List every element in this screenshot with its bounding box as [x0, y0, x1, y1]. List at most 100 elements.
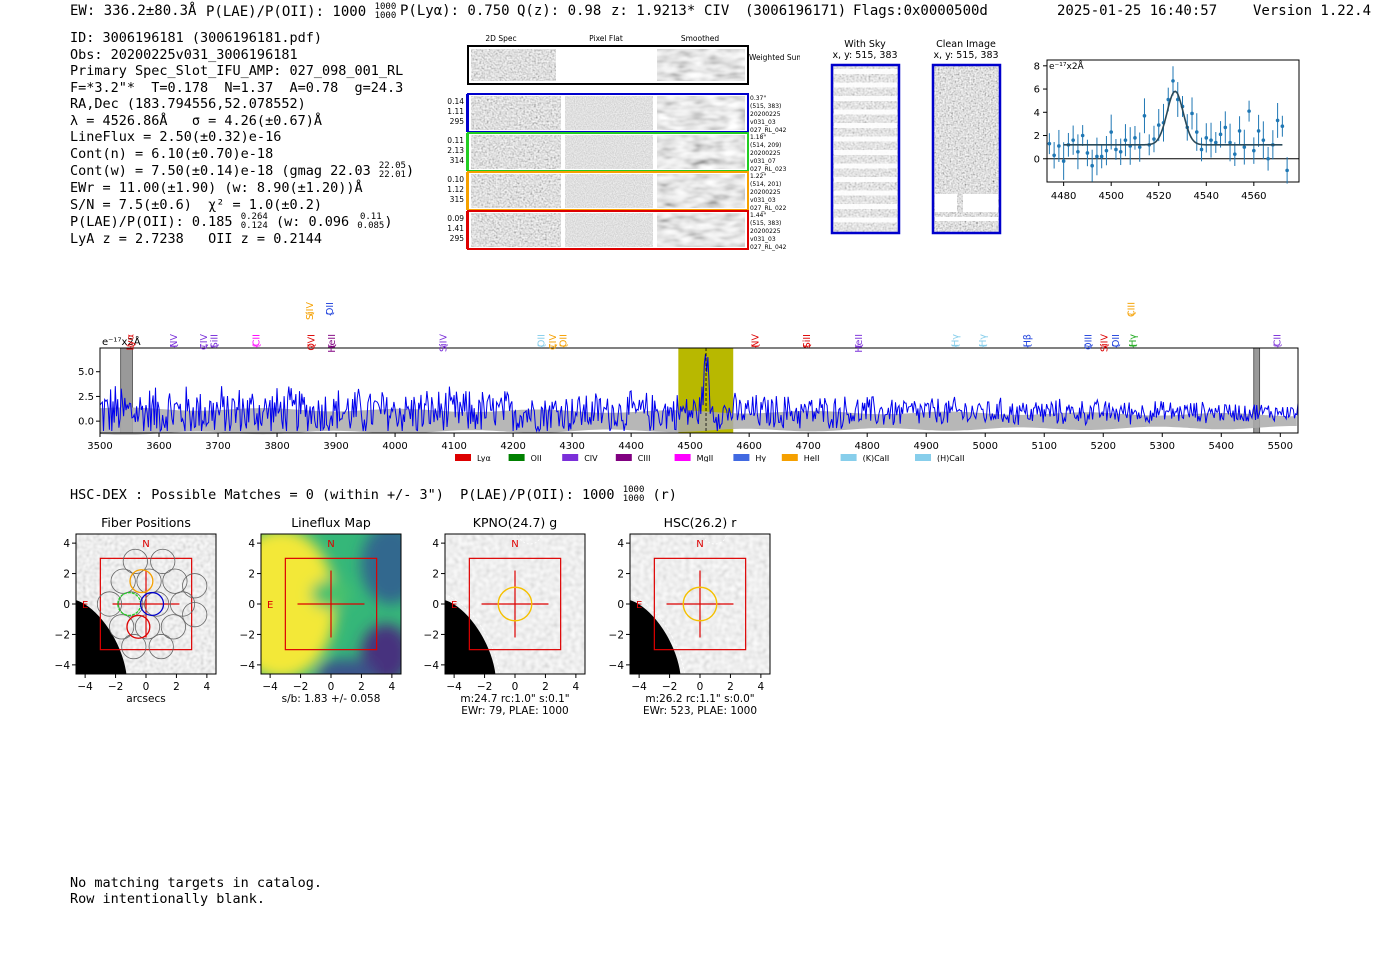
- sky-stripe: [834, 69, 897, 74]
- zoom-point: [1099, 154, 1104, 159]
- fiber-circle: [182, 602, 208, 628]
- spec-line-bracket: {: [1273, 343, 1283, 349]
- zoom-point: [1152, 137, 1156, 141]
- spec-xtick-label: 4700: [795, 441, 820, 452]
- spec-line-bracket: {: [559, 343, 569, 349]
- spec-line-label: OII: [536, 334, 547, 347]
- clean-mask: [935, 217, 998, 221]
- cutout-row-value: 0.14: [447, 97, 464, 106]
- spec-xtick-label: 5400: [1209, 441, 1234, 452]
- spec-line-label: CIII: [1127, 302, 1138, 317]
- stamp-east: E: [267, 600, 273, 611]
- cutout-row-meta: 20200225: [750, 150, 781, 157]
- spec-line-bracket: {: [855, 343, 865, 349]
- fiber-circle: [162, 568, 188, 594]
- cutout-flat: [565, 96, 653, 130]
- zoom-point: [1109, 130, 1113, 134]
- header-id: (3006196171): [745, 3, 847, 19]
- stamp-xtick-label: 2: [727, 681, 734, 693]
- stamp-xtick-label: 4: [389, 681, 396, 693]
- zoom-point: [1118, 149, 1123, 154]
- stamp-xtick-label: 0: [512, 681, 519, 693]
- spec-line-label: OII: [558, 334, 569, 347]
- zoom-point: [1052, 153, 1056, 158]
- stamp-red-box: [468, 557, 562, 651]
- info-sn: S/N = 7.5(±0.6) χ² = 1.0(±0.2): [70, 196, 322, 213]
- spec-legend-label: (H)CaII: [937, 454, 964, 462]
- zoom-xtick-label: 4520: [1146, 191, 1171, 202]
- stamp-red-box: [284, 557, 378, 651]
- stamp-caption: EWr: 523, PLAE: 1000: [643, 705, 757, 717]
- info-ewr: EWr = 11.00(±1.90) (w: 8.90(±1.20))Å: [70, 180, 363, 196]
- stamp-title: Fiber Positions: [101, 515, 191, 530]
- stamp-red-box: [653, 557, 747, 651]
- spec-line-bracket: {: [252, 343, 262, 349]
- cutout-2dspec: [471, 213, 561, 247]
- stamp-east: E: [82, 600, 88, 611]
- cutout-row-value: 0.11: [447, 136, 464, 145]
- fiber-circle: [109, 614, 135, 640]
- spec-legend-label: MgII: [697, 454, 714, 462]
- cutout-row-meta: 20200225: [750, 189, 781, 196]
- stamp-xtick-label: −2: [477, 681, 492, 693]
- sky-stripe: [834, 82, 897, 88]
- spec-line-label: OVI: [306, 334, 317, 351]
- header-version: Version 1.22.4: [1253, 3, 1372, 19]
- spec-line-bracket: {: [803, 343, 813, 349]
- stamp-ytick-label: 0: [63, 599, 70, 611]
- stamp-east: E: [451, 600, 457, 611]
- sky-stripe: [834, 190, 897, 196]
- info-plae: P(LAE)/P(OII): 0.185 0.264 0.124 (w: 0.09…: [70, 212, 393, 231]
- cutout-flat: [565, 174, 653, 208]
- zoom-point: [1280, 124, 1285, 129]
- fiber-circle: [182, 573, 208, 599]
- zoom-ytick-label: 6: [1034, 85, 1040, 96]
- info-fparams: F=*3.2"* T=0.178 N=1.37 A=0.78 g=24.3: [70, 79, 404, 96]
- stamp-galaxy: [630, 593, 686, 674]
- stamp-aperture: [682, 586, 718, 622]
- info-block: ID: 3006196181 (3006196181.pdf) Obs: 202…: [70, 30, 414, 248]
- stamp-xtick-label: 4: [758, 681, 765, 693]
- cutout-row-meta: 1.18": [750, 134, 766, 141]
- spec-legend-swatch: [733, 454, 750, 461]
- sky-stripe: [834, 217, 897, 223]
- spec-line-label: HeII: [327, 334, 338, 353]
- cutout-row-meta: 20200225: [750, 111, 781, 118]
- cutout-row-meta: 0.37": [750, 95, 766, 102]
- zoom-point: [1256, 129, 1261, 133]
- stamp-ytick-label: 0: [248, 599, 255, 611]
- stamp-aperture-other: [517, 519, 543, 545]
- fiber-highlight: [129, 569, 154, 594]
- stamp-xtick-label: −4: [446, 681, 462, 693]
- stamp-north: N: [511, 539, 518, 550]
- cutout-row-meta: 027_RL_042: [750, 244, 787, 251]
- spec-line-label: Hγ: [1128, 334, 1139, 347]
- cutout-color-bar: [466, 133, 469, 171]
- footer-line-2: Row intentionally blank.: [70, 890, 266, 907]
- cutout-row-value: 0.10: [447, 175, 464, 184]
- spec-line-label: Hγ: [978, 334, 989, 347]
- stamp-ytick-label: −4: [55, 660, 71, 672]
- zoom-point: [1228, 140, 1232, 145]
- spec-xtick-label: 4900: [913, 441, 938, 452]
- cutout-2dspec: [471, 96, 561, 130]
- zoom-point: [1223, 125, 1228, 130]
- fiber-circle: [150, 548, 176, 574]
- spec-legend-label: OII: [531, 454, 542, 462]
- spec-line-bracket: {: [328, 343, 338, 349]
- spec-xtick-label: 5200: [1091, 441, 1116, 452]
- zoom-point: [1071, 138, 1075, 142]
- galaxy-aperture: [630, 593, 686, 674]
- map-blob: [361, 534, 401, 604]
- zoom-xtick-label: 4540: [1194, 191, 1219, 202]
- spec-legend-label: CIII: [638, 454, 651, 462]
- clean-mask: [935, 194, 957, 212]
- spec-line-bracket: {: [127, 343, 137, 349]
- cutout-row-value: 295: [450, 234, 465, 243]
- spec-legend-label: HeII: [804, 454, 820, 462]
- spec-legend-swatch: [840, 454, 857, 461]
- info-primary: Primary Spec_Slot_IFU_AMP: 027_098_001_R…: [70, 63, 404, 79]
- spec-line-bracket: {: [979, 343, 989, 349]
- stamp-xtick-label: 0: [697, 681, 704, 693]
